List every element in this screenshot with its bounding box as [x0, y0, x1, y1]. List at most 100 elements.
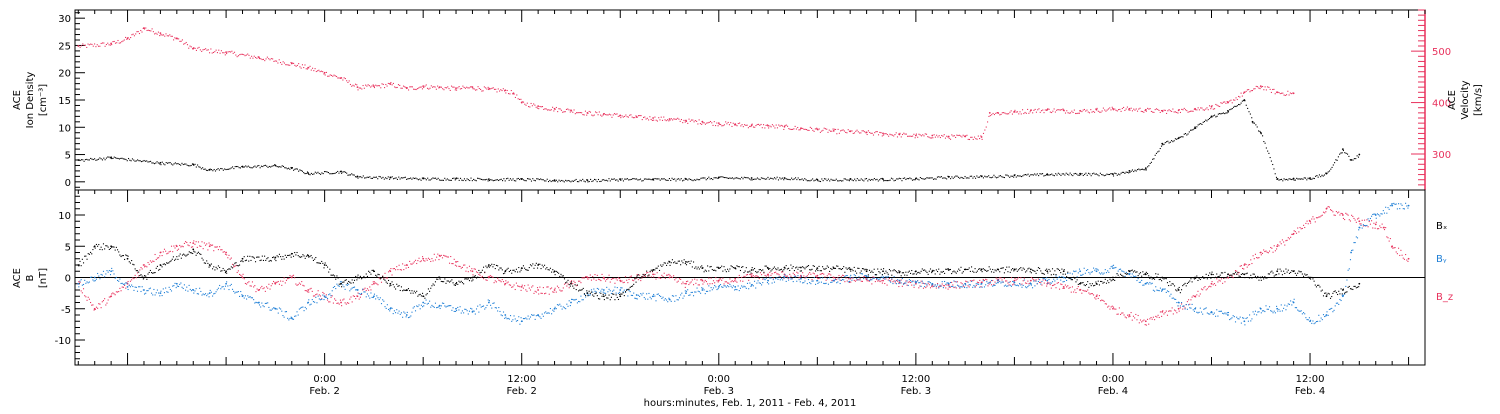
series-sample [761, 177, 762, 178]
series-sample [156, 292, 157, 293]
series-sample [188, 254, 189, 255]
series-sample [1121, 173, 1122, 174]
series-sample [510, 315, 511, 316]
series-sample [679, 278, 680, 279]
series-sample [149, 272, 150, 273]
series-sample [1175, 310, 1176, 311]
series-sample [178, 249, 179, 250]
series-sample [530, 289, 531, 290]
series-sample [237, 166, 238, 167]
series-sample [498, 180, 499, 181]
series-sample [1101, 272, 1102, 273]
series-sample [413, 293, 414, 294]
series-sample [939, 285, 940, 286]
series-sample [505, 317, 506, 318]
series-sample [869, 132, 870, 133]
series-sample [627, 295, 628, 296]
series-sample [1146, 111, 1147, 112]
series-sample [523, 318, 524, 319]
series-sample [1099, 295, 1100, 296]
series-sample [419, 87, 420, 88]
series-sample [1349, 268, 1350, 269]
series-sample [1077, 175, 1078, 176]
series-sample [619, 179, 620, 180]
series-sample [1310, 320, 1311, 321]
series-bx [77, 243, 1360, 300]
series-sample [849, 180, 850, 181]
series-sample [435, 303, 436, 304]
series-sample [399, 285, 400, 286]
series-sample [142, 276, 143, 277]
series-sample [1136, 108, 1137, 109]
series-sample [1271, 92, 1272, 93]
series-sample [485, 179, 486, 180]
series-sample [958, 135, 959, 136]
series-sample [543, 287, 544, 288]
series-sample [186, 287, 187, 288]
series-sample [203, 293, 204, 294]
series-sample [304, 64, 305, 65]
series-sample [670, 180, 671, 181]
series-sample [448, 305, 449, 306]
series-sample [976, 285, 977, 286]
series-sample [802, 128, 803, 129]
series-sample [263, 59, 264, 60]
series-sample [99, 157, 100, 158]
series-sample [281, 285, 282, 286]
series-sample [835, 129, 836, 130]
series-sample [293, 319, 294, 320]
series-sample [315, 172, 316, 173]
series-point [357, 277, 359, 279]
series-sample [119, 279, 120, 280]
series-sample [287, 64, 288, 65]
series-sample [332, 295, 333, 296]
series-sample [574, 109, 575, 110]
series-sample [543, 316, 544, 317]
series-sample [81, 159, 82, 160]
series-sample [630, 276, 631, 277]
series-sample [1122, 172, 1123, 173]
series-sample [1168, 311, 1169, 312]
series-sample [1181, 302, 1182, 303]
series-sample [1253, 88, 1254, 89]
series-sample [1348, 156, 1349, 157]
series-sample [597, 288, 598, 289]
series-sample [477, 306, 478, 307]
series-sample [1313, 178, 1314, 179]
series-sample [1147, 282, 1148, 283]
series-sample [698, 291, 699, 292]
series-sample [389, 179, 390, 180]
series-sample [1262, 253, 1263, 254]
series-sample [1074, 110, 1075, 111]
series-sample [820, 181, 821, 182]
series-sample [967, 177, 968, 178]
series-sample [111, 268, 112, 269]
series-sample [806, 277, 807, 278]
series-sample [1334, 162, 1335, 163]
series-sample [404, 86, 405, 87]
series-sample [293, 63, 294, 64]
series-sample [838, 275, 839, 276]
series-sample [1316, 321, 1317, 322]
series-sample [557, 181, 558, 182]
series-sample [152, 294, 153, 295]
series-sample [120, 42, 121, 43]
series-sample [1272, 164, 1273, 165]
series-sample [505, 92, 506, 93]
series-sample [893, 135, 894, 136]
series-point [422, 302, 424, 304]
series-sample [769, 125, 770, 126]
series-sample [672, 178, 673, 179]
series-sample [975, 286, 976, 287]
series-sample [185, 164, 186, 165]
series-sample [1246, 264, 1247, 265]
series-sample [163, 163, 164, 164]
series-sample [1181, 109, 1182, 110]
series-sample [626, 179, 627, 180]
series-sample [209, 52, 210, 53]
series-sample [1236, 106, 1237, 107]
series-sample [508, 318, 509, 319]
series-sample [1098, 270, 1099, 271]
series-sample [1064, 175, 1065, 176]
series-sample [355, 276, 356, 277]
